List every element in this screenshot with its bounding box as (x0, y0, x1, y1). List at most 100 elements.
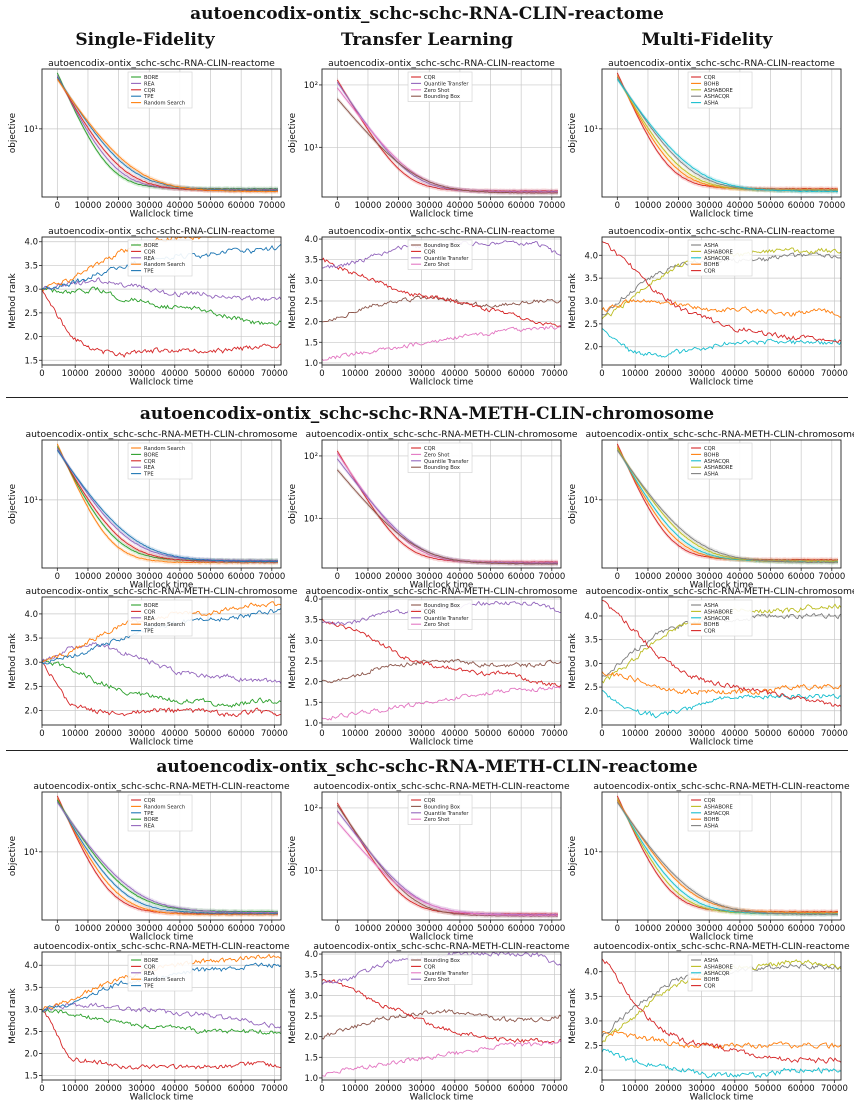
series-line (41, 289, 282, 358)
x-tick-label: 0 (615, 201, 620, 211)
y-axis-label: Method rank (568, 632, 578, 688)
series-line (616, 800, 838, 915)
legend-label: CQR (424, 446, 436, 452)
y-tick-label: 2.0 (304, 1033, 318, 1043)
legend-label: ASHACQR (704, 459, 730, 465)
x-tick-label: 10000 (62, 369, 89, 379)
x-tick-label: 30000 (416, 201, 443, 211)
legend-label: BORE (144, 243, 158, 249)
legend-label: CQR (424, 964, 436, 970)
chart-panel: autoencodix-ontix_schc-schc-RNA-CLIN-rea… (288, 226, 568, 388)
x-tick-label: 60000 (788, 729, 815, 739)
y-tick-label: 4.0 (24, 610, 38, 620)
plot-frame (41, 596, 282, 726)
series-line (41, 1002, 282, 1029)
x-tick-label: 70000 (538, 572, 565, 582)
legend-label: Quantile Transfer (424, 811, 469, 817)
y-tick-label: 10¹ (304, 143, 318, 153)
x-tick-label: 30000 (688, 1084, 715, 1094)
series-line (41, 661, 282, 718)
x-tick-label: 30000 (688, 369, 715, 379)
x-tick-label: 70000 (821, 729, 848, 739)
series-line (321, 295, 562, 323)
series-band (617, 444, 838, 564)
y-tick-label: 1.0 (304, 719, 318, 729)
legend-label: BORE (144, 603, 158, 609)
x-tick-label: 30000 (408, 1084, 435, 1094)
legend-label: CQR (144, 88, 156, 94)
x-tick-label: 70000 (261, 1084, 288, 1094)
x-tick-label: 20000 (375, 1084, 402, 1094)
legend-label: BOHB (704, 452, 719, 458)
y-tick-label: 2.5 (304, 297, 318, 307)
y-tick-label: 3.5 (584, 992, 598, 1002)
x-tick-label: 50000 (757, 572, 784, 582)
legend-label: TPE (143, 811, 154, 817)
x-tick-label: 40000 (446, 924, 473, 934)
series-band (337, 85, 558, 195)
x-tick-label: 50000 (757, 924, 784, 934)
x-tick-label: 20000 (375, 729, 402, 739)
x-tick-label: 0 (335, 924, 340, 934)
y-axis-label: objective (8, 113, 18, 153)
plot-frame (601, 68, 842, 198)
x-tick-label: 60000 (228, 369, 255, 379)
series-line (56, 77, 279, 191)
y-axis-label: objective (568, 836, 578, 876)
series-band (337, 456, 558, 566)
series-line (601, 599, 842, 707)
x-tick-label: 20000 (375, 369, 402, 379)
x-tick-label: 10000 (74, 572, 101, 582)
legend-label: BORE (144, 817, 158, 823)
legend-label: Zero Shot (424, 452, 449, 458)
x-tick-label: 30000 (696, 924, 723, 934)
series-band (337, 467, 558, 567)
x-tick-label: 40000 (161, 729, 188, 739)
legend-label: ASHABORE (704, 249, 733, 255)
y-tick-label: 2.5 (24, 1027, 38, 1037)
x-tick-label: 0 (335, 572, 340, 582)
y-axis-label: objective (288, 836, 298, 876)
legend-label: BOHB (704, 622, 719, 628)
legend-label: Zero Shot (424, 262, 449, 268)
legend-label: CQR (144, 459, 156, 465)
x-tick-label: 30000 (408, 369, 435, 379)
y-tick-label: 1.0 (304, 1074, 318, 1084)
x-tick-label: 30000 (128, 1084, 155, 1094)
x-tick-label: 40000 (721, 369, 748, 379)
chart-panel: autoencodix-ontix_schc-schc-RNA-METH-CLI… (568, 429, 854, 591)
chart-title: autoencodix-ontix_schc-schc-RNA-CLIN-rea… (48, 58, 275, 69)
series-line (56, 800, 279, 915)
series-line (601, 241, 842, 343)
series-line (41, 642, 282, 685)
x-tick-label: 70000 (818, 572, 845, 582)
y-tick-label: 2.0 (304, 318, 318, 328)
series-line (601, 689, 842, 719)
legend-label: ASHACQR (704, 616, 730, 622)
x-tick-label: 40000 (161, 1084, 188, 1094)
chart-title: autoencodix-ontix_schc-schc-RNA-CLIN-rea… (328, 58, 555, 69)
plot-frame (41, 951, 282, 1081)
legend-label: TPE (143, 629, 154, 635)
series-line (56, 448, 278, 562)
x-tick-label: 50000 (194, 369, 221, 379)
chart-panel: autoencodix-ontix_schc-schc-RNA-METH-CLI… (8, 429, 298, 591)
chart-title: autoencodix-ontix_schc-schc-RNA-CLIN-rea… (328, 226, 555, 237)
y-tick-label: 2.5 (24, 682, 38, 692)
legend-label: BOHB (704, 817, 719, 823)
chart-title: autoencodix-ontix_schc-schc-RNA-METH-CLI… (25, 429, 297, 440)
series-line (336, 87, 558, 193)
chart-panel: autoencodix-ontix_schc-schc-RNA-METH-CLI… (568, 586, 854, 748)
legend-label: Bounding Box (424, 465, 460, 471)
legend-label: CQR (424, 249, 436, 255)
legend-label: Quantile Transfer (424, 459, 469, 465)
legend-label: Quantile Transfer (424, 81, 469, 87)
series-band (57, 73, 278, 193)
series-line (601, 1048, 841, 1079)
legend-label: REA (144, 824, 155, 830)
x-axis-label: Wallclock time (130, 933, 194, 943)
x-tick-label: 10000 (622, 729, 649, 739)
chart-panel: autoencodix-ontix_schc-schc-RNA-CLIN-rea… (288, 58, 565, 220)
series-line (321, 257, 562, 328)
x-tick-label: 10000 (634, 924, 661, 934)
